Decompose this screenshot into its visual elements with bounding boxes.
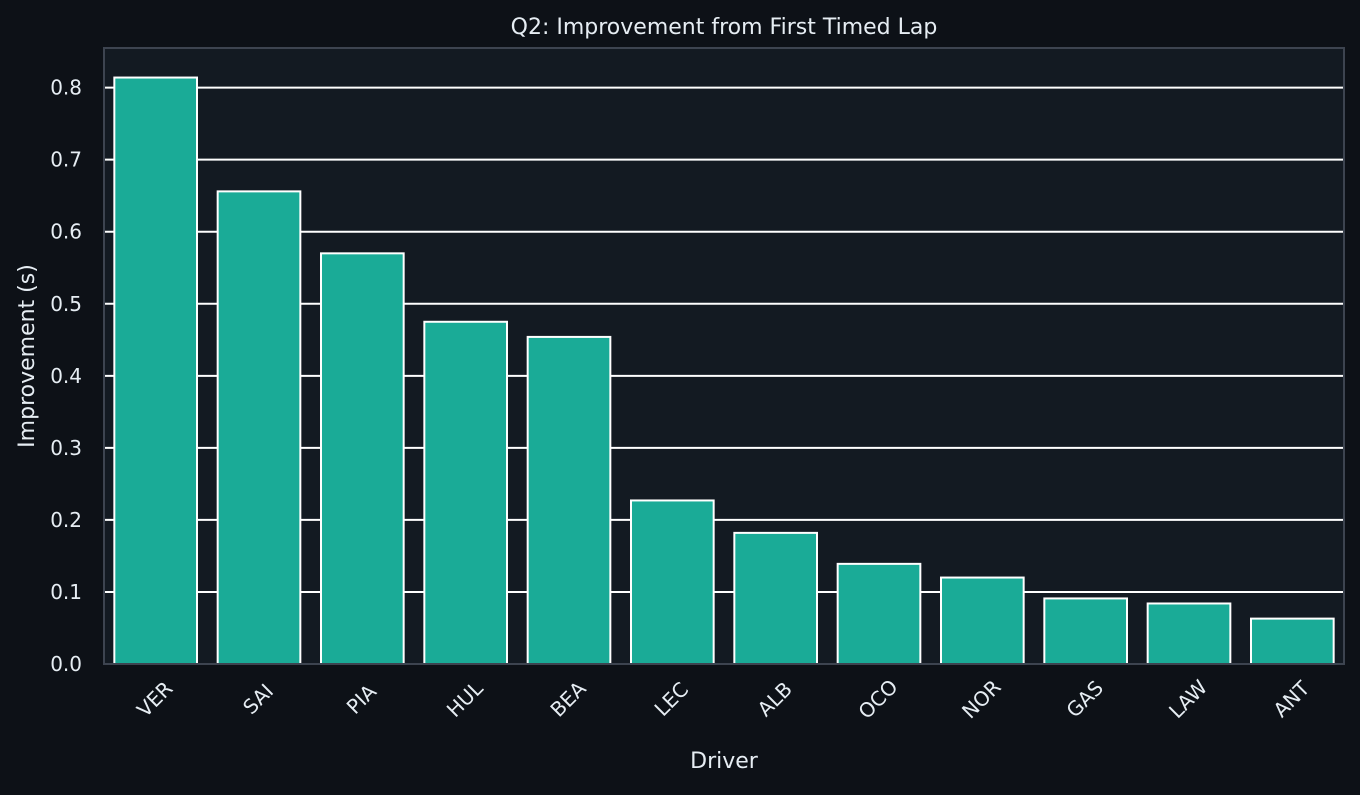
y-axis-ticks: 0.0 0.1 0.2 0.3 0.4 0.5 0.6 0.7 0.8: [50, 76, 82, 676]
bar-hul: [423, 320, 509, 665]
plot-frame: [103, 47, 1345, 665]
y-tick-label: 0.0: [50, 652, 82, 676]
bar-lec: [630, 499, 715, 665]
bar-gas: [1043, 597, 1129, 666]
x-tick-label: SAI: [238, 679, 278, 719]
x-tick-label: OCO: [853, 674, 902, 723]
bar-law: [1146, 602, 1232, 666]
x-tick-label: HUL: [442, 676, 488, 722]
y-tick-label: 0.5: [50, 292, 82, 316]
y-tick-label: 0.6: [50, 220, 82, 244]
plot-area: [104, 48, 1344, 664]
x-tick-label: PIA: [342, 679, 382, 719]
x-tick-label: ANT: [1268, 676, 1314, 722]
y-axis-label: Improvement (s): [15, 264, 40, 448]
x-tick-label: ALB: [753, 677, 797, 721]
x-tick-label: NOR: [957, 675, 1006, 724]
bar-oco: [836, 562, 922, 666]
y-tick-label: 0.1: [50, 580, 82, 604]
bar-sai: [216, 190, 302, 665]
bar-alb: [733, 531, 818, 666]
y-tick-label: 0.2: [50, 508, 82, 532]
y-tick-label: 0.8: [50, 76, 82, 100]
y-tick-label: 0.4: [50, 364, 82, 388]
x-tick-label: VER: [132, 676, 177, 721]
x-axis-label: Driver: [690, 749, 759, 774]
bar-ant: [1250, 617, 1335, 666]
chart-title: Q2: Improvement from First Timed Lap: [511, 15, 938, 40]
bar-bea: [526, 335, 612, 665]
x-axis-ticks: VER SAI PIA HUL BEA LEC ALB OCO NOR GAS LAW ANT: [132, 674, 1315, 723]
y-tick-label: 0.3: [50, 436, 82, 460]
x-tick-label: GAS: [1061, 676, 1108, 723]
x-tick-label: LAW: [1164, 675, 1212, 723]
bars: [113, 76, 1335, 666]
y-tick-label: 0.7: [50, 148, 82, 172]
bar-ver: [113, 76, 198, 665]
bar-nor: [940, 576, 1025, 666]
x-tick-label: BEA: [545, 676, 591, 722]
x-tick-label: LEC: [650, 677, 694, 721]
bar-pia: [320, 252, 405, 665]
